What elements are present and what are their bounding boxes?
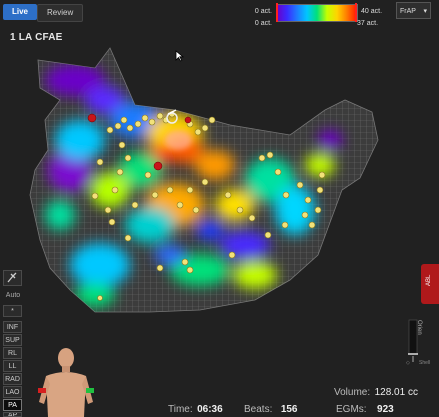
- time-readout: Time: 06:36: [168, 399, 223, 417]
- view-ap-button[interactable]: AP: [3, 412, 22, 417]
- view-select-value: FrAP: [400, 8, 416, 15]
- view-select[interactable]: FrAP ▾: [396, 2, 431, 19]
- volume-value: 128.01 cc: [374, 387, 418, 398]
- mode-tabs: Live Review: [3, 4, 84, 22]
- chevron-down-icon: ▾: [423, 8, 427, 15]
- scale-min-handle[interactable]: [276, 3, 278, 22]
- abl-tab-label: ABL: [426, 274, 432, 286]
- view-lao-button[interactable]: LAO: [3, 386, 22, 398]
- catheter-icon: [166, 109, 178, 124]
- view-inf-button[interactable]: INF: [3, 321, 22, 333]
- egms-readout: EGMs: 923: [336, 399, 394, 417]
- cfae-color-overlay: [45, 64, 342, 307]
- shell-opacity-slider[interactable]: [406, 318, 434, 370]
- scale-max-top-label: 40 act.: [361, 8, 383, 15]
- view-ll-button[interactable]: LL: [3, 360, 22, 372]
- star-view-button[interactable]: *: [3, 305, 22, 317]
- tagged-points-red: [87, 113, 192, 171]
- view-rl-button[interactable]: RL: [3, 347, 22, 359]
- view-sup-button[interactable]: SUP: [3, 334, 22, 346]
- scale-min-bottom-label: 0 act.: [254, 20, 272, 27]
- shell-sublabel-glyph: ◇: [406, 360, 410, 366]
- torso-orientation-icon[interactable]: [36, 346, 96, 417]
- egms-label: EGMs:: [336, 404, 367, 415]
- mouse-cursor-icon: [175, 50, 184, 62]
- scale-max-bottom-label: 37 act.: [357, 20, 379, 27]
- beats-readout: Beats: 156: [244, 399, 298, 417]
- view-rad-button[interactable]: RAD: [3, 373, 22, 385]
- egms-value: 923: [377, 404, 394, 415]
- hand-tool-icon[interactable]: [3, 270, 22, 286]
- auto-label: Auto: [5, 292, 21, 299]
- volume-readout: Volume: 128.01 cc: [334, 382, 418, 400]
- orient-label: Orien: [416, 320, 422, 335]
- view-pa-button[interactable]: PA: [3, 399, 22, 411]
- tab-live[interactable]: Live: [3, 4, 38, 20]
- scale-min-top-label: 0 act.: [254, 8, 272, 15]
- volume-label: Volume:: [334, 387, 371, 398]
- time-value: 06:36: [197, 404, 223, 415]
- shell-sublabel: Shell: [419, 360, 431, 366]
- map-title: 1 LA CFAE: [10, 32, 63, 43]
- ablation-lesion-markers: [91, 110, 326, 301]
- ablation-panel-tab[interactable]: ABL: [421, 264, 439, 304]
- time-label: Time:: [168, 404, 193, 415]
- beats-label: Beats:: [244, 404, 273, 415]
- scale-max-handle[interactable]: [355, 3, 357, 22]
- tab-review[interactable]: Review: [37, 4, 84, 22]
- beats-value: 156: [280, 404, 298, 415]
